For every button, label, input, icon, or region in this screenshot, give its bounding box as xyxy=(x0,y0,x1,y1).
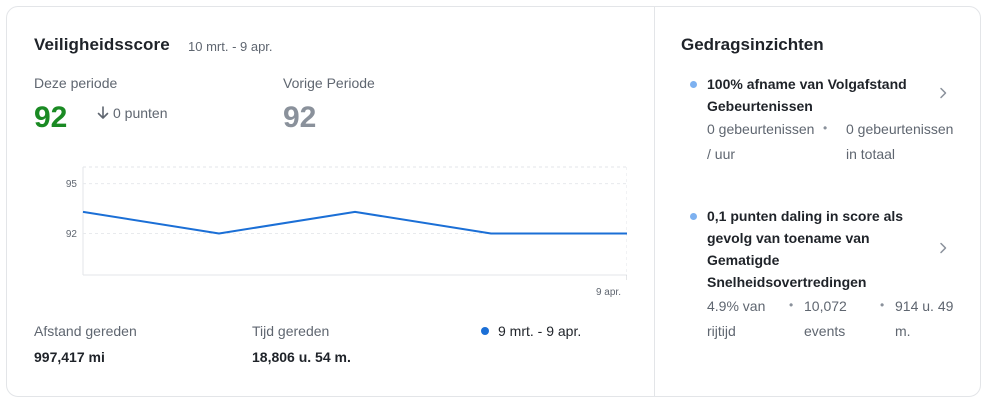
previous-period-label: Vorige Periode xyxy=(283,75,375,91)
stat-separator: • xyxy=(880,298,885,312)
legend-dot xyxy=(481,327,489,335)
insight-item-following-distance[interactable]: 100% afname van Volgafstand Gebeurteniss… xyxy=(681,73,981,191)
time-label: Tijd gereden xyxy=(252,323,330,339)
safety-score-panel: Veiligheidsscore 10 mrt. - 9 apr. Deze p… xyxy=(7,7,654,396)
current-score: 92 xyxy=(34,101,68,134)
score-delta-text: 0 punten xyxy=(113,105,168,121)
arrow-down-icon xyxy=(97,106,109,119)
safety-card: Veiligheidsscore 10 mrt. - 9 apr. Deze p… xyxy=(6,6,981,397)
chart-series-line xyxy=(82,210,627,235)
chevron-right-icon xyxy=(940,87,947,99)
insights-title: Gedragsinzichten xyxy=(681,35,824,54)
current-period-label: Deze periode xyxy=(34,75,118,91)
score-delta: 0 punten xyxy=(97,105,168,121)
distance-value: 997,417 mi xyxy=(34,349,105,365)
insight-title: 100% afname van Volgafstand Gebeurteniss… xyxy=(707,76,907,114)
insight-item-speeding[interactable]: 0,1 punten daling in score als gevolg va… xyxy=(681,205,981,345)
insight-stat: 914 u. 49 m. xyxy=(895,298,954,339)
insight-stat: 0 gebeurtenissen / uur xyxy=(707,121,815,162)
panel-divider xyxy=(654,7,655,396)
distance-label: Afstand gereden xyxy=(34,323,137,339)
chart-y-tick-label: 92 xyxy=(66,229,78,240)
chart-y-tick-label: 95 xyxy=(66,179,78,190)
time-value: 18,806 u. 54 m. xyxy=(252,349,351,365)
stat-separator: • xyxy=(789,298,794,312)
stat-separator: • xyxy=(823,121,828,135)
chart-x-tick-label: 9 apr. xyxy=(596,287,621,297)
insight-stat: 0 gebeurtenissen in totaal xyxy=(846,121,954,162)
insight-bullet xyxy=(690,213,697,220)
insight-stat: 10,072 events xyxy=(804,298,847,339)
insight-bullet xyxy=(690,81,697,88)
date-range: 10 mrt. - 9 apr. xyxy=(188,39,273,54)
safety-score-title: Veiligheidsscore xyxy=(34,35,170,54)
previous-score: 92 xyxy=(283,101,317,134)
legend-label: 9 mrt. - 9 apr. xyxy=(498,323,582,339)
insight-title: 0,1 punten daling in score als gevolg va… xyxy=(707,208,904,290)
chart-legend: 9 mrt. - 9 apr. xyxy=(481,323,581,339)
safety-score-chart: 95 92 9 apr. xyxy=(66,166,627,297)
insight-stat: 4.9% van rijtijd xyxy=(707,298,766,339)
chevron-right-icon xyxy=(940,242,947,254)
behavior-insights-panel: Gedragsinzichten 100% afname van Volgafs… xyxy=(655,7,981,396)
